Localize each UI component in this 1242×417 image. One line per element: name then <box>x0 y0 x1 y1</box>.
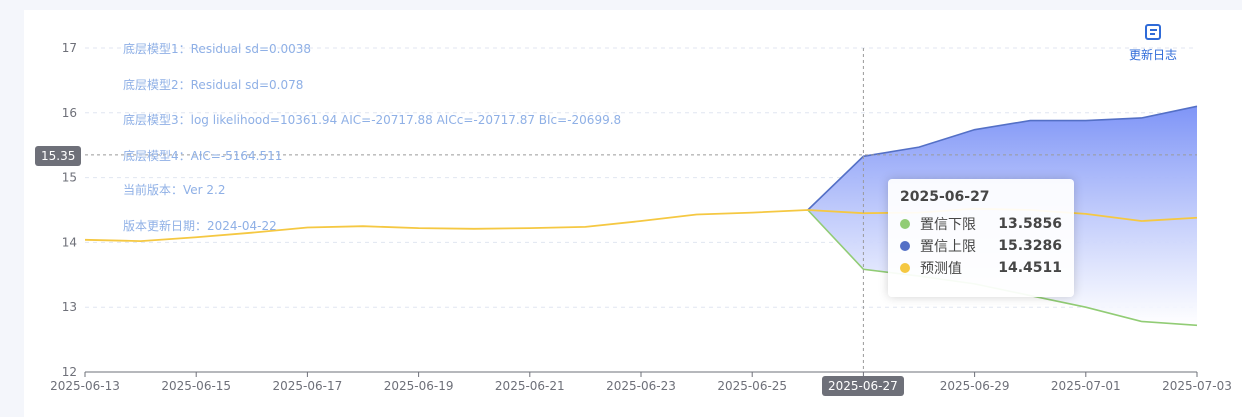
x-tick-label: 2025-06-23 <box>606 379 676 393</box>
x-tick-label: 2025-07-03 <box>1162 379 1232 393</box>
model-annotation: 版本更新日期：2024-04-22 <box>123 218 277 233</box>
x-tick-label: 2025-06-21 <box>495 379 565 393</box>
tooltip-series-name: 预测值 <box>920 261 962 277</box>
tooltip-row: 置信上限 15.3286 <box>900 235 1062 257</box>
model-annotation: 底层模型2：Residual sd=0.078 <box>123 77 303 92</box>
y-tick-label: 15 <box>62 171 77 185</box>
model-annotation: 底层模型3：log likelihood=10361.94 AIC=-20717… <box>123 112 621 127</box>
document-icon <box>1145 24 1161 40</box>
y-axis: 12 13 14 15 16 17 <box>62 41 77 379</box>
model-annotation: 底层模型1：Residual sd=0.0038 <box>123 41 311 56</box>
x-tick-label: 2025-06-29 <box>940 379 1010 393</box>
y-tick-label: 12 <box>62 365 77 379</box>
changelog-label: 更新日志 <box>1128 48 1177 62</box>
tooltip-series-name: 置信下限 <box>920 217 976 233</box>
x-axis-pointer-label: 2025-06-27 <box>822 376 904 396</box>
x-axis: 2025-06-13 2025-06-15 2025-06-17 2025-06-19… <box>50 371 1232 393</box>
tooltip-series-value: 14.4511 <box>998 260 1062 276</box>
changelog-button[interactable]: 更新日志 <box>1120 24 1186 66</box>
model-annotation: 底层模型4：AIC=-5164.511 <box>123 148 282 163</box>
legend-dot-icon <box>900 263 910 273</box>
axis-pointer <box>85 48 1197 372</box>
legend-dot-icon <box>900 241 910 251</box>
y-tick-label: 13 <box>62 300 77 314</box>
chart-tooltip: 2025-06-27 置信下限 13.5856 置信上限 15.3286 预测值… <box>888 179 1074 297</box>
legend-dot-icon <box>900 219 910 229</box>
x-tick-label: 2025-06-17 <box>273 379 343 393</box>
x-tick-label: 2025-06-19 <box>384 379 454 393</box>
x-tick-label: 2025-06-25 <box>717 379 787 393</box>
x-tick-label: 2025-07-01 <box>1051 379 1121 393</box>
y-tick-label: 14 <box>62 235 77 249</box>
y-tick-label: 16 <box>62 106 77 120</box>
x-tick-label: 2025-06-15 <box>161 379 231 393</box>
y-axis-pointer-label: 15.35 <box>35 146 82 166</box>
tooltip-series-value: 15.3286 <box>998 238 1062 254</box>
tooltip-title: 2025-06-27 <box>900 189 990 205</box>
tooltip-series-value: 13.5856 <box>998 216 1062 232</box>
x-tick-label: 2025-06-13 <box>50 379 120 393</box>
model-annotation: 当前版本：Ver 2.2 <box>123 182 226 197</box>
tooltip-row: 预测值 14.4511 <box>900 257 1062 279</box>
tooltip-row: 置信下限 13.5856 <box>900 213 1062 235</box>
grid-lines <box>85 47 1197 308</box>
model-annotations: 底层模型1：Residual sd=0.0038 底层模型2：Residual s… <box>123 41 621 233</box>
y-tick-label: 17 <box>62 41 77 55</box>
tooltip-series-name: 置信上限 <box>920 239 976 255</box>
